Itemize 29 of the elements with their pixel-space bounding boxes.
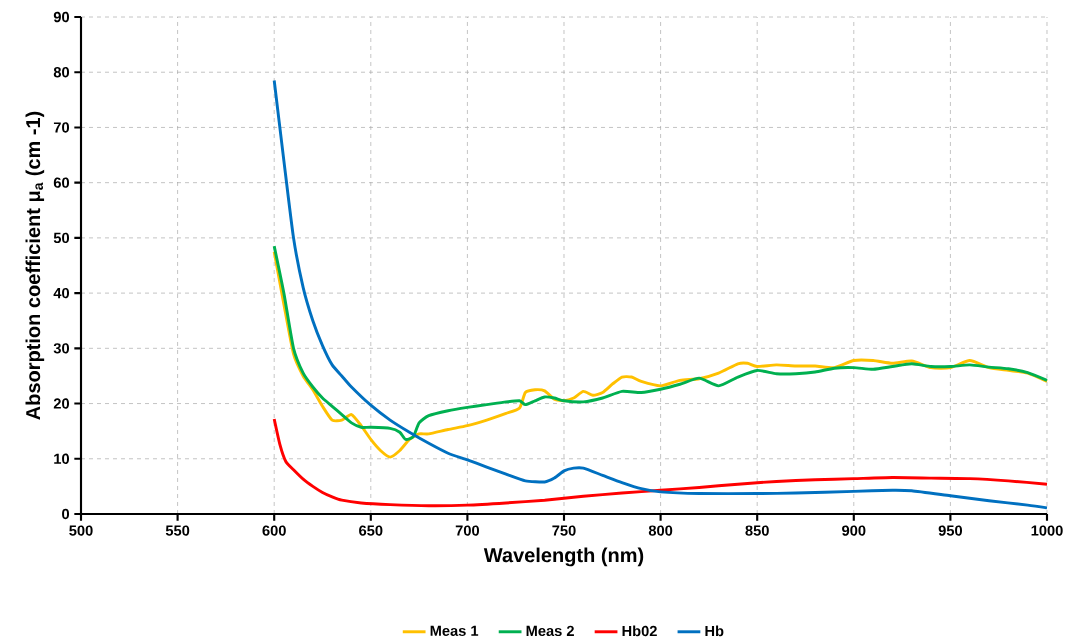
legend-label: Hb02 [622,625,657,637]
x-tick-label: 800 [648,525,673,536]
x-tick-label: 600 [262,525,286,536]
x-tick-label: 850 [745,525,769,536]
x-tick-label: 500 [69,525,93,536]
y-tick-label: 0 [62,508,70,519]
y-tick-label: 70 [53,122,70,133]
x-tick-label: 700 [455,525,480,536]
legend-label: Meas 1 [430,625,479,636]
line-series [272,417,1049,507]
x-tick-label: 550 [165,525,190,536]
y-tick-label: 20 [53,398,70,409]
legend-label: Meas 2 [526,625,574,636]
y-tick-label: 30 [53,342,70,354]
x-tick-label: 950 [938,525,963,536]
x-tick-label: 1000 [1031,525,1063,536]
y-tick-label: 60 [53,177,70,188]
line-series [272,78,1049,510]
y-axis-title: Absorption coefficient μ$_{a}$ (cm -1) [25,111,45,420]
x-axis-title: Wavelength (nm) [483,547,644,567]
y-tick-label: 50 [53,232,70,243]
legend-label: Hb [705,625,724,637]
y-tick-label: 40 [53,287,70,299]
y-tick-label: 10 [54,453,70,464]
x-tick-label: 650 [359,525,383,536]
y-tick-label: 90 [53,11,70,22]
y-tick-label: 80 [53,66,70,78]
x-tick-label: 750 [552,525,576,536]
x-tick-label: 900 [842,525,866,536]
